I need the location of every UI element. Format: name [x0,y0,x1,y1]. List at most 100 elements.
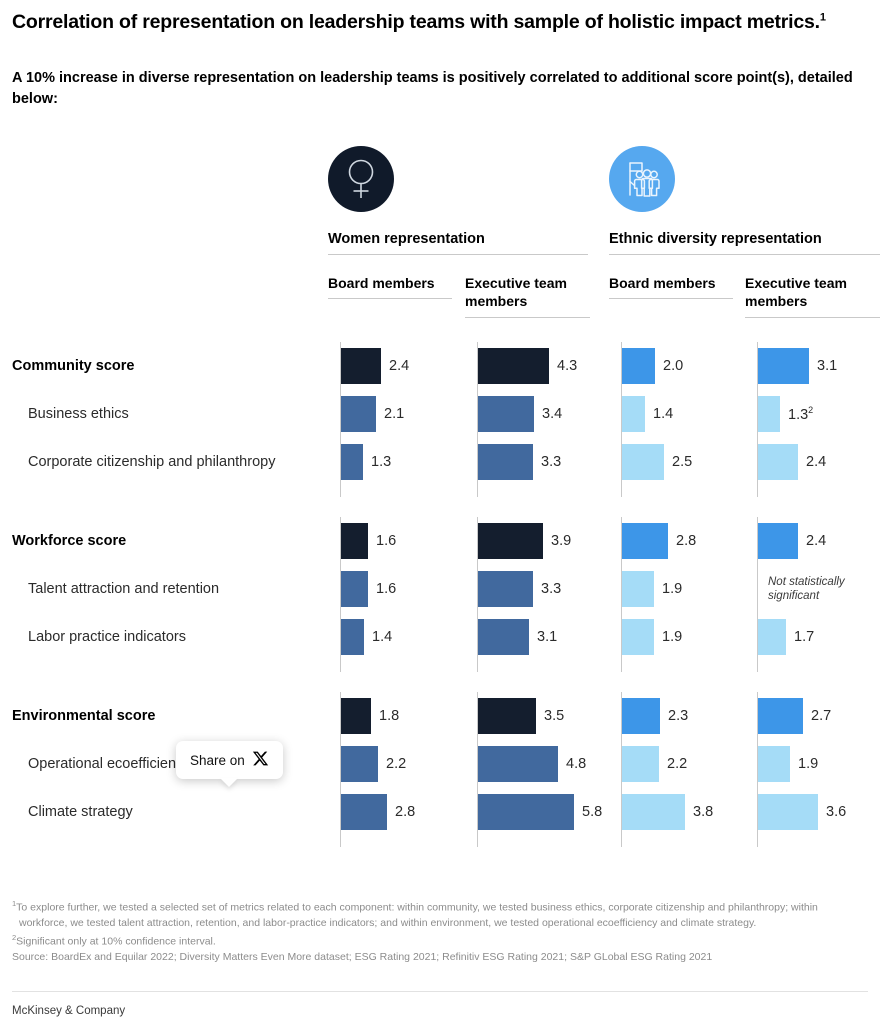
column-axis-line [621,691,622,847]
row-label-metric: Labor practice indicators [28,628,186,645]
group-label-ethnic: Ethnic diversity representation [609,231,880,255]
row-label-metric: Talent attraction and retention [28,580,220,597]
row-label-metric: Climate strategy [28,803,133,820]
row-label-metric: Corporate citizenship and philanthropy [28,453,276,470]
footnote-source-text: Source: BoardEx and Equilar 2022; Divers… [12,950,713,963]
x-twitter-icon[interactable] [252,750,269,770]
bar-cell: 2.3 [622,697,689,734]
bar-value-label: 1.4 [653,405,674,422]
chart-row: Corporate citizenship and philanthropy 1.… [12,438,868,486]
column-header-women-board: Board members [328,274,452,300]
column-axis-line [340,691,341,847]
bar-cell: 1.32 [758,395,813,432]
chart-row: Labor practice indicators 1.4 3.1 1.9 1.7 [12,613,868,661]
bar [478,347,549,384]
footnote-1-text: To explore further, we tested a selected… [16,901,818,930]
column-headers: Board members Executive team members Boa… [12,274,880,330]
bar [758,347,809,384]
bar [758,793,818,830]
bar [478,745,558,782]
bar [622,618,654,655]
bar [478,395,534,432]
bar [622,347,655,384]
bar-cell: 3.1 [758,347,838,384]
bar [758,618,786,655]
bar-value-label: 1.6 [376,580,397,597]
column-axis-line [757,341,758,497]
chart-section: Environmental score 1.8 3.5 2.3 2.7 Operation… [12,691,868,867]
bar [758,443,798,480]
bar [758,745,790,782]
bar [341,347,381,384]
bar-cell: 1.9 [622,618,683,655]
share-tooltip-label: Share on [190,752,245,768]
bar-value-label: 2.3 [668,707,689,724]
bar-value-label: 4.3 [557,357,578,374]
bar-value-label: 3.6 [826,803,847,820]
column-header-ethnic-exec: Executive team members [745,274,880,318]
bar-cell: 2.8 [622,522,697,559]
row-label-score: Community score [12,357,135,374]
page-title: Correlation of representation on leaders… [12,0,868,36]
share-on-x-tooltip[interactable]: Share on [176,741,283,779]
chart-body: Community score 2.4 4.3 2.0 3.1 Business ethi… [12,341,868,867]
bar-cell: 3.9 [478,522,571,559]
bar-value-label: 2.7 [811,707,832,724]
bar-value-label: 1.6 [376,532,397,549]
bar-value-label: 2.2 [667,755,688,772]
column-axis-line [477,516,478,672]
bar-value-label: 2.4 [389,357,410,374]
bar-value-label: 2.4 [806,532,827,549]
group-women-representation: Women representation [328,145,588,255]
bar-value-label: 3.1 [817,357,838,374]
bar [622,793,685,830]
bar [622,395,645,432]
bar [341,618,364,655]
bar [622,697,660,734]
bar-cell: 2.4 [758,522,827,559]
bar-value-label: 2.5 [672,453,693,470]
bar-cell: 3.1 [478,618,557,655]
bar-cell: 2.0 [622,347,684,384]
page-subtitle: A 10% increase in diverse representation… [12,69,853,107]
bar [758,522,798,559]
bar-value-label: 2.8 [395,803,416,820]
bar-cell: 1.4 [341,618,393,655]
bar-cell: 3.3 [478,570,562,607]
bar-cell: 2.8 [341,793,416,830]
footnote-source: Source: BoardEx and Equilar 2022; Divers… [12,950,868,966]
bar-cell: 2.2 [341,745,406,782]
bar-cell: 2.4 [341,347,410,384]
bar-value-label: 3.4 [542,405,563,422]
bar-cell: 2.2 [622,745,688,782]
bar [758,395,780,432]
bar-value-label: 1.9 [662,628,683,645]
title-footnote-marker: 1 [819,11,826,24]
bar-value-label: 2.0 [663,357,684,374]
bar-value-label: 3.5 [544,707,565,724]
bar [341,793,387,830]
mckinsey-brand-logo: McKinsey & Company [12,1005,126,1017]
bar [478,618,529,655]
bar-value-label: 1.9 [798,755,819,772]
bar-value-label: 1.8 [379,707,400,724]
bar-cell: 4.3 [478,347,578,384]
page-title-text: Correlation of representation on leaders… [12,11,820,33]
bar-value-label: 2.8 [676,532,697,549]
bar-value-label: 3.3 [541,580,562,597]
row-label-metric: Operational ecoefficiency [28,755,191,772]
bar-cell: 1.9 [758,745,819,782]
bar-cell: 1.3 [341,443,391,480]
chart-section: Community score 2.4 4.3 2.0 3.1 Business ethi… [12,341,868,517]
bar-value-label: 1.4 [372,628,393,645]
footnote-1: 1To explore further, we tested a selecte… [12,898,868,932]
bar [478,570,533,607]
bar-cell: 2.4 [758,443,826,480]
bar-cell: 2.7 [758,697,832,734]
row-label-score: Environmental score [12,707,156,724]
chart-row: Operational ecoefficiency 2.2 4.8 2.2 1.9 [12,740,868,788]
group-label-women: Women representation [328,231,588,255]
bar [478,697,536,734]
chart-row: Workforce score 1.6 3.9 2.8 2.4 [12,517,868,565]
bar-cell: 1.9 [622,570,682,607]
